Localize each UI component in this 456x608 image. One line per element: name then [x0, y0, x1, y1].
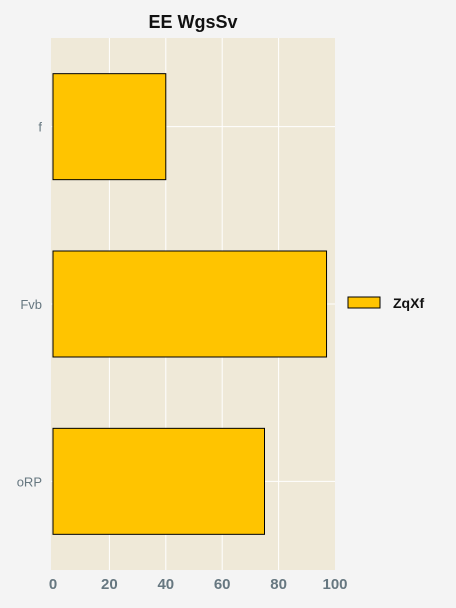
bar-f: [52, 73, 167, 181]
category-label-oRP: oRP: [17, 474, 42, 489]
legend: ZqXf: [347, 295, 424, 311]
legend-swatch: [347, 296, 381, 309]
x-axis-ticks: 0 20 40 60 80 100: [49, 576, 348, 593]
bars: [52, 73, 328, 535]
category-labels: f Fvb oRP: [17, 120, 43, 490]
chart-title: EE WgsSv: [148, 12, 237, 32]
x-tick-label-60: 60: [214, 576, 231, 593]
bar-oRP: [52, 427, 265, 535]
x-tick-label-20: 20: [101, 576, 118, 593]
x-tick-label-0: 0: [49, 576, 57, 593]
category-label-f: f: [38, 120, 42, 135]
category-label-Fvb: Fvb: [20, 297, 42, 312]
x-tick-label-40: 40: [157, 576, 174, 593]
bar-Fvb: [52, 250, 328, 358]
x-tick-label-80: 80: [270, 576, 287, 593]
x-tick-label-100: 100: [322, 576, 347, 593]
legend-label: ZqXf: [393, 295, 424, 311]
